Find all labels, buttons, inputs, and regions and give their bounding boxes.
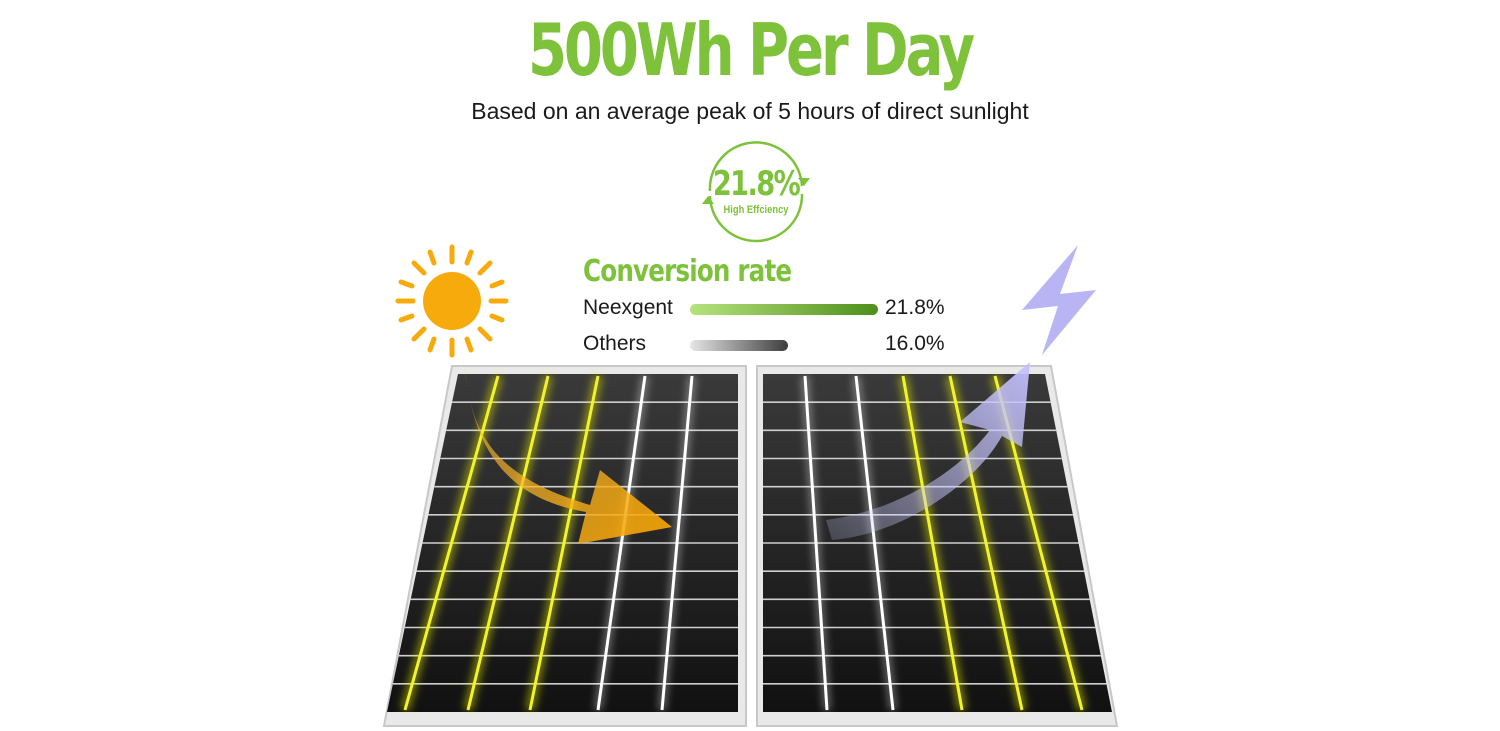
headline: 500Wh Per Day [527,8,975,92]
right-white-lines [801,375,897,711]
subtitle: Based on an average peak of 5 hours of d… [471,98,1029,124]
efficiency-value: 21.8% [712,164,801,204]
neexgent-bar [690,304,878,315]
others-value: 16.0% [885,332,945,355]
neexgent-value: 21.8% [885,296,945,319]
conversion-rate-title: Conversion rate [583,254,792,289]
sun-icon [395,244,509,358]
neexgent-label: Neexgent [583,296,673,319]
energy-output-arrow [826,362,1030,540]
circular-arrows-icon [702,141,810,243]
efficiency-badge: 21.8% High Effciency [700,136,812,246]
left-white-lines [594,375,696,711]
sunlight-arrow [462,348,672,544]
efficiency-label: High Effciency [723,204,789,216]
others-label: Others [583,332,647,355]
left-yellow-lines [400,374,603,712]
others-bar [690,340,788,351]
lightning-bolt-icon [1022,245,1096,355]
